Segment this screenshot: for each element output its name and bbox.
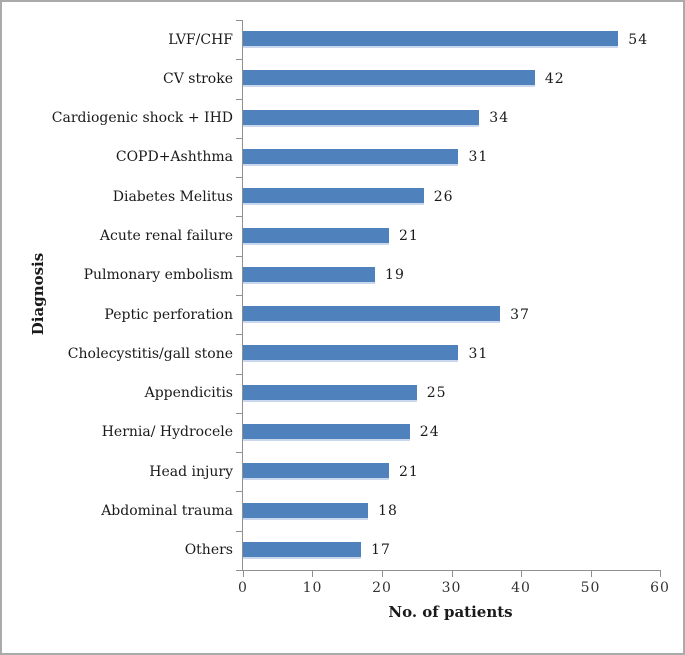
- category-label: Appendicitis: [144, 385, 233, 402]
- bar: [243, 109, 480, 127]
- value-label: 54: [628, 31, 649, 48]
- bar: [243, 70, 535, 88]
- bar-row: Abdominal trauma 18: [101, 491, 660, 530]
- bar-row: Others 17: [185, 531, 660, 570]
- category-label: Abdominal trauma: [101, 503, 233, 520]
- value-label: 24: [419, 424, 440, 441]
- y-axis-tick-mark: [236, 491, 243, 493]
- y-axis-tick-mark: [236, 177, 243, 179]
- x-axis-tick-mark: [243, 570, 244, 577]
- y-axis-tick-mark: [236, 412, 243, 414]
- bar: [243, 266, 376, 284]
- bar-row: Pulmonary embolism 19: [84, 256, 660, 295]
- value-label: 26: [433, 188, 454, 205]
- bar: [243, 384, 417, 402]
- y-axis-tick-mark: [236, 295, 243, 296]
- bar-row: Cardiogenic shock + IHD 34: [52, 99, 660, 138]
- bar-row: Peptic perforation 37: [104, 295, 660, 334]
- category-label: Others: [184, 542, 233, 559]
- value-label: 19: [385, 267, 405, 284]
- bar: [243, 345, 459, 363]
- category-label: CV stroke: [163, 70, 233, 87]
- y-axis-tick-mark: [236, 59, 243, 61]
- bar-row: Diabetes Melitus 26: [113, 177, 660, 216]
- category-label: COPD+Ashthma: [115, 149, 233, 166]
- bar-row: Appendicitis 25: [145, 374, 660, 413]
- y-axis-tick-mark: [236, 98, 243, 100]
- x-axis-tick-mark: [660, 570, 661, 577]
- value-label: 17: [371, 542, 391, 559]
- category-label: Cholecystitis/gall stone: [67, 345, 233, 362]
- category-label: Peptic perforation: [104, 306, 233, 323]
- bar: [243, 148, 459, 166]
- bar-row: Cholecystitis/gall stone 31: [68, 334, 660, 373]
- x-axis-tick-mark: [381, 570, 383, 577]
- bar-row: COPD+Ashthma 31: [116, 138, 660, 177]
- y-axis-tick-mark: [236, 20, 243, 21]
- category-label: Hernia/ Hydrocele: [101, 424, 233, 441]
- y-axis-tick-mark: [236, 137, 243, 139]
- bar: [243, 188, 424, 206]
- value-label: 37: [510, 306, 530, 323]
- value-label: 25: [426, 385, 447, 402]
- x-axis-tick-label: 60: [650, 580, 670, 596]
- value-label: 18: [378, 503, 398, 520]
- bar-row: Acute renal failure 21: [100, 216, 660, 255]
- x-axis-tick-mark: [590, 570, 592, 577]
- y-axis-tick-mark: [236, 334, 243, 336]
- bar-row: LVF/CHF 54: [168, 20, 660, 59]
- x-axis-tick-label: 10: [302, 580, 323, 596]
- bar-row: Hernia/ Hydrocele 24: [102, 413, 660, 452]
- bar: [243, 502, 369, 520]
- value-label: 21: [398, 463, 419, 480]
- bar: [243, 31, 619, 49]
- value-label: 21: [398, 228, 419, 245]
- bar-row: CV stroke 42: [163, 59, 660, 98]
- y-axis-tick-mark: [236, 255, 243, 257]
- bar-rows: LVF/CHF 54 CV stroke 42 Cardiogenic shock + …: [52, 20, 660, 570]
- x-axis-tick-label: 40: [511, 580, 531, 596]
- x-axis-title: No. of patients: [388, 603, 513, 621]
- x-axis-tick-mark: [312, 570, 314, 577]
- x-axis-tick-mark: [451, 570, 453, 577]
- category-label: Diabetes Melitus: [112, 188, 233, 205]
- bar: [243, 423, 410, 441]
- bar: [243, 227, 389, 245]
- y-axis-tick-mark: [236, 570, 243, 571]
- x-axis-tick-label: 20: [372, 580, 392, 596]
- bar: [243, 306, 501, 324]
- value-label: 31: [468, 345, 489, 362]
- category-label: Head injury: [149, 463, 233, 480]
- category-label: Pulmonary embolism: [83, 267, 233, 284]
- x-axis-tick-label: 0: [238, 580, 248, 596]
- bar: [243, 463, 389, 481]
- y-axis-tick-mark: [236, 373, 243, 375]
- y-axis-tick-mark: [236, 530, 243, 532]
- bar: [243, 541, 362, 559]
- value-label: 31: [468, 149, 489, 166]
- y-axis-title: Diagnosis: [29, 252, 47, 336]
- y-axis-tick-mark: [236, 452, 243, 454]
- plot-area: LVF/CHF 54 CV stroke 42 Cardiogenic shock + …: [52, 20, 669, 596]
- y-axis-tick-mark: [236, 216, 243, 218]
- category-label: LVF/CHF: [168, 31, 233, 48]
- bar-row: Head injury 21: [149, 452, 660, 491]
- x-axis-tick-label: 30: [441, 580, 462, 596]
- x-axis-tick-label: 50: [580, 580, 601, 596]
- x-axis-tick-mark: [520, 570, 522, 577]
- category-label: Acute renal failure: [99, 228, 233, 245]
- value-label: 34: [489, 110, 510, 127]
- value-label: 42: [544, 70, 565, 87]
- category-label: Cardiogenic shock + IHD: [51, 110, 233, 127]
